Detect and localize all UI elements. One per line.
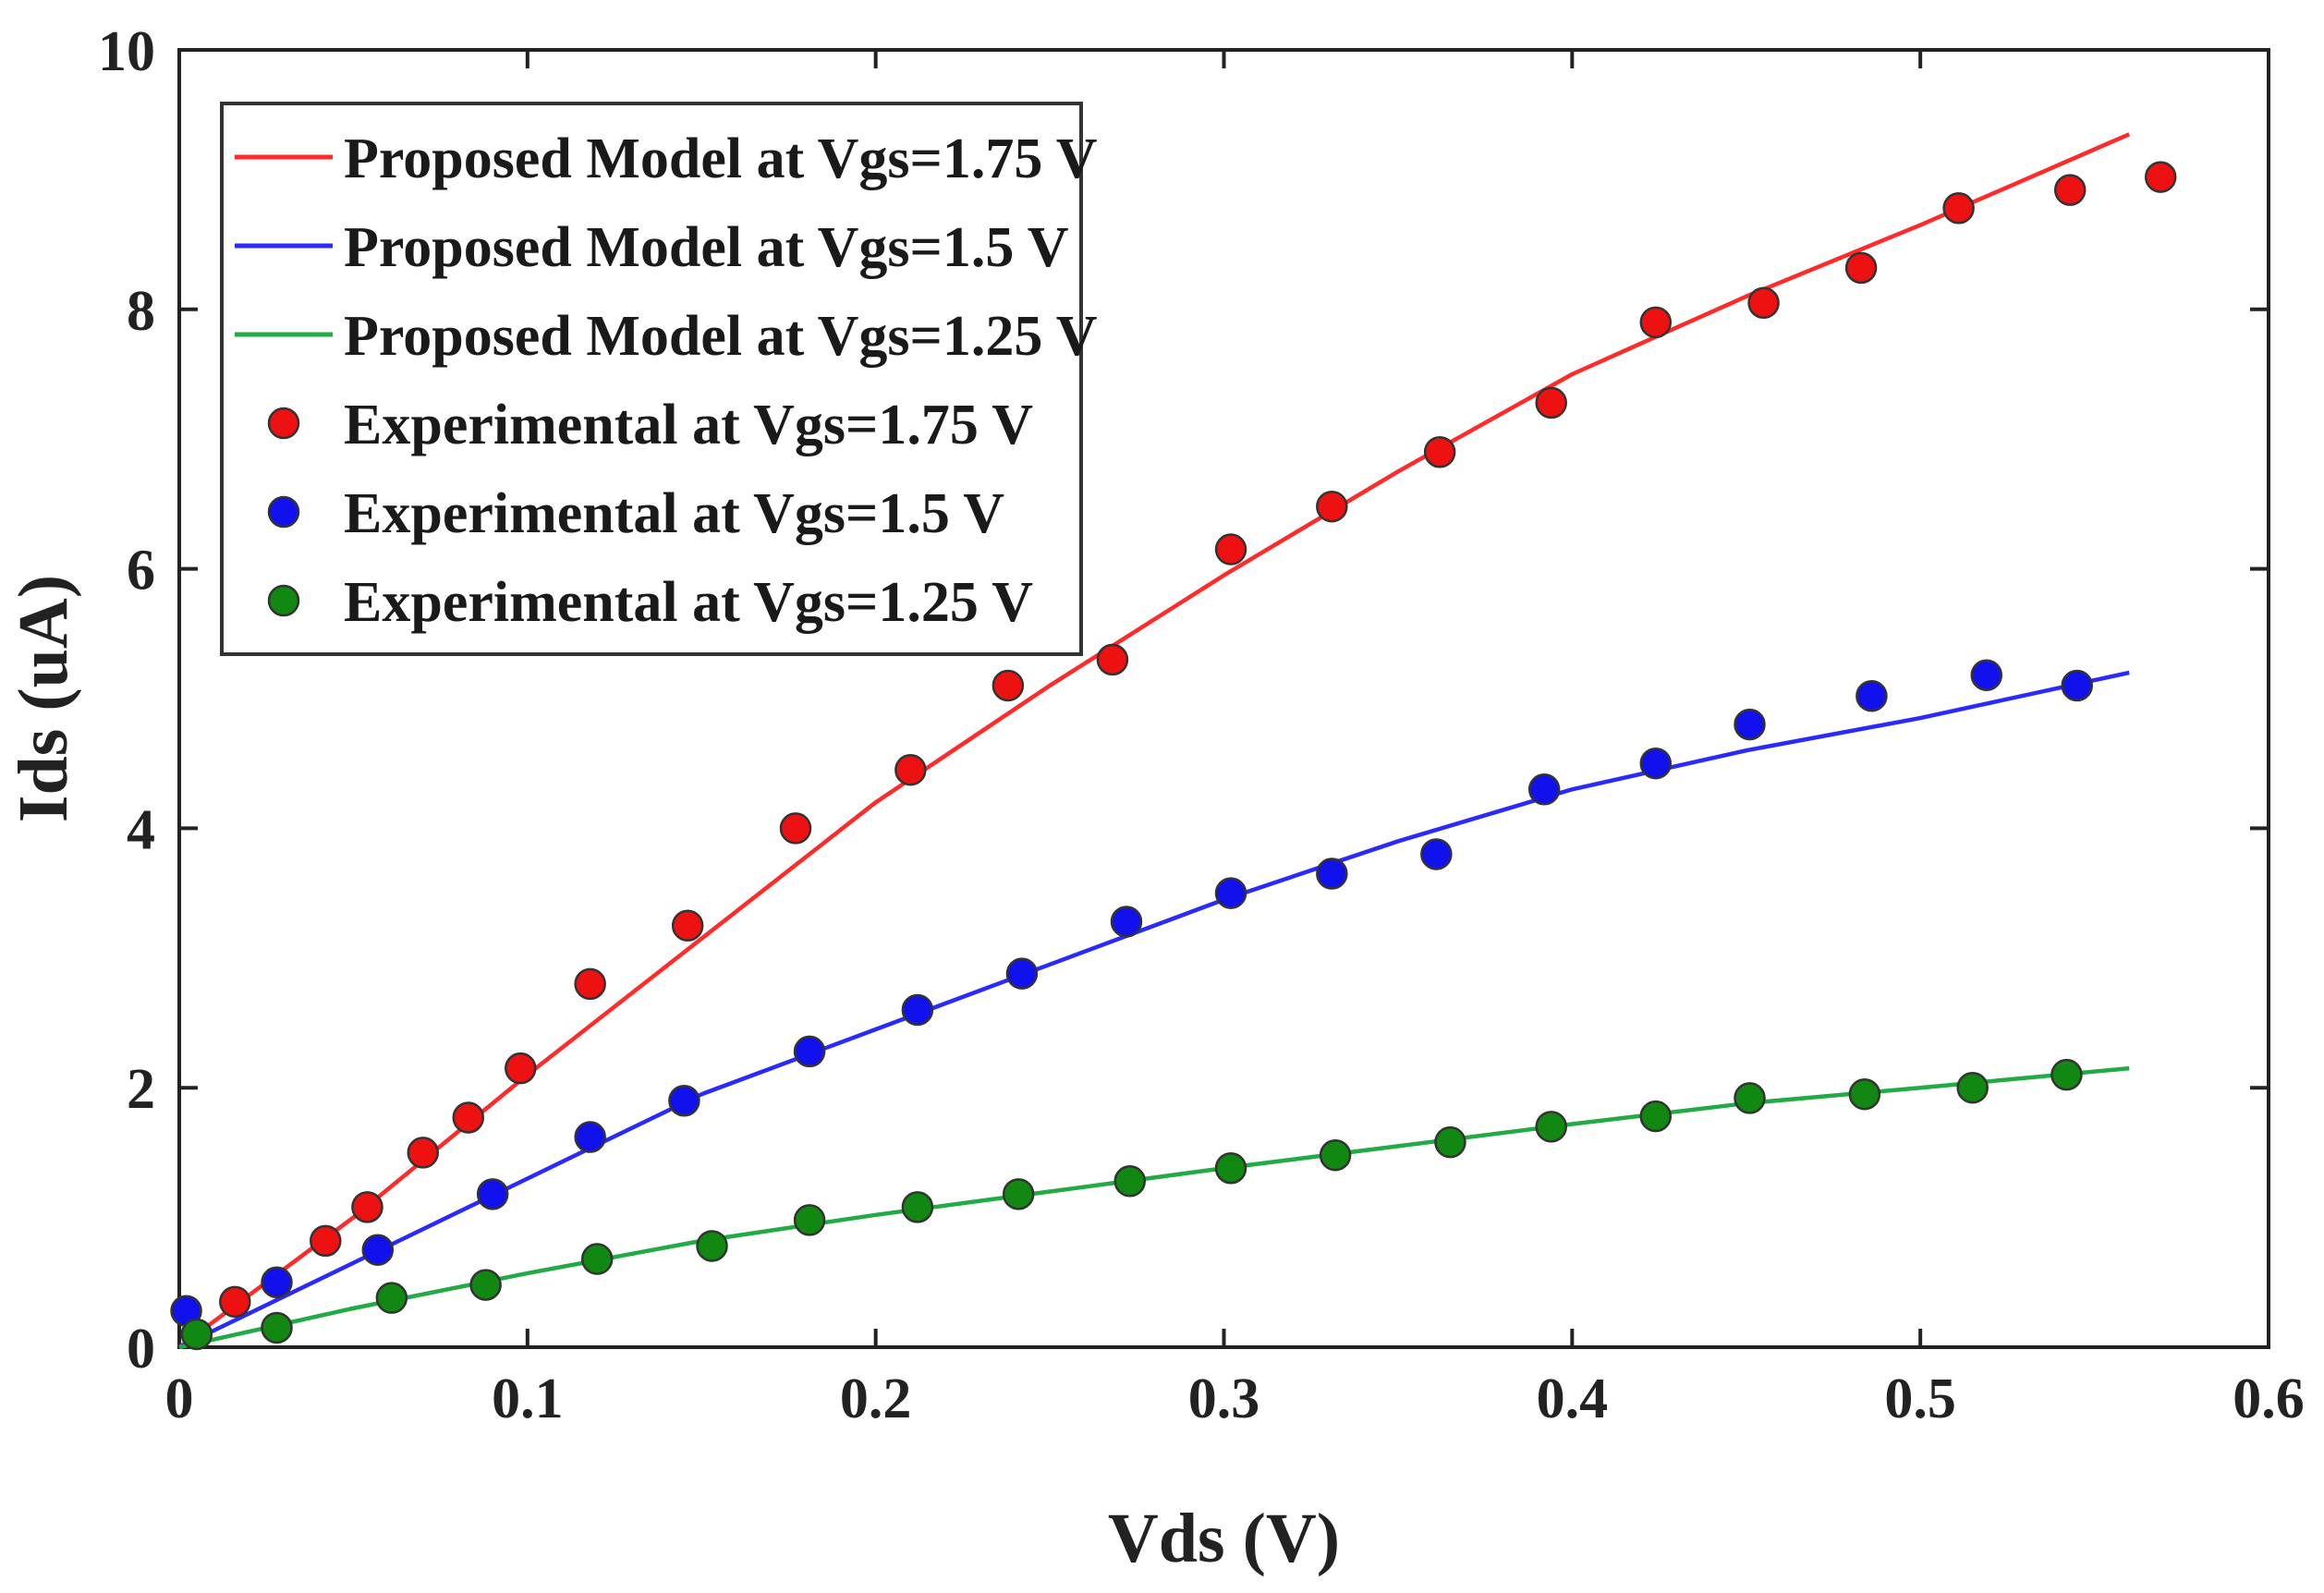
data-point: [1734, 708, 1766, 741]
data-point: [1970, 659, 2003, 691]
y-tick-label: 0: [127, 1318, 155, 1380]
x-tick-label: 0.4: [1537, 1368, 1609, 1430]
y-tick-label: 2: [127, 1058, 155, 1121]
data-point: [793, 1204, 826, 1236]
data-point: [580, 1243, 614, 1275]
data-point: [894, 753, 927, 786]
data-point: [1639, 1100, 1673, 1133]
data-point: [574, 967, 606, 1001]
data-point: [671, 909, 704, 942]
data-point: [793, 1035, 826, 1068]
data-point: [469, 1269, 502, 1301]
data-point: [1420, 838, 1453, 870]
data-point: [668, 1084, 700, 1117]
legend-marker-swatch: [267, 495, 300, 529]
legend: Proposed Model at Vgs=1.75 V Proposed Mod…: [220, 102, 1098, 656]
data-point: [361, 1234, 395, 1266]
data-point: [351, 1191, 383, 1223]
data-point: [901, 993, 934, 1027]
data-point: [310, 1224, 342, 1258]
data-point: [1639, 306, 1673, 339]
legend-entry-label: Proposed Model at Vgs=1.75 V: [344, 128, 1098, 190]
legend-marker-swatch: [267, 584, 300, 617]
data-point: [1319, 1138, 1352, 1172]
data-point: [696, 1230, 728, 1262]
data-point: [2144, 161, 2177, 193]
data-point: [1848, 1077, 1881, 1111]
data-point: [1747, 286, 1780, 320]
data-point: [1535, 386, 1567, 420]
series-line: [177, 132, 2131, 1349]
data-point: [1956, 1071, 1989, 1104]
y-axis-ticks: 0 2 4 6 8 10: [98, 20, 2269, 1380]
data-point: [219, 1285, 251, 1319]
data-point: [261, 1311, 293, 1344]
data-point: [1639, 747, 1673, 780]
x-tick-label: 0.1: [492, 1368, 564, 1430]
x-tick-label: 0.5: [1884, 1368, 1956, 1430]
legend-entry-label: Experimental at Vgs=1.5 V: [344, 482, 1004, 545]
data-point: [2053, 174, 2087, 206]
data-point: [1113, 1165, 1147, 1198]
legend-entry-label: Proposed Model at Vgs=1.25 V: [344, 305, 1098, 368]
x-tick-label: 0.3: [1188, 1368, 1260, 1430]
data-point: [1856, 679, 1888, 712]
data-point: [375, 1282, 408, 1314]
legend-box: [220, 102, 1083, 656]
data-point: [1527, 773, 1561, 806]
legend-entry-label: Experimental at Vgs=1.25 V: [344, 571, 1033, 634]
data-point: [2061, 669, 2093, 702]
y-tick-label: 10: [98, 20, 155, 83]
data-point: [1942, 192, 1975, 225]
data-point: [1423, 435, 1456, 468]
x-tick-label: 0: [165, 1368, 194, 1430]
legend-entry-label: Proposed Model at Vgs=1.5 V: [344, 216, 1069, 279]
data-point: [1316, 490, 1348, 523]
x-axis-ticks: 0 0.1 0.2 0.3 0.4 0.5 0.6: [165, 50, 2305, 1430]
data-point: [1734, 1082, 1766, 1114]
y-tick-label: 6: [127, 540, 155, 602]
data-point: [1214, 877, 1247, 909]
data-point: [1214, 1151, 1247, 1185]
data-point: [574, 1121, 606, 1153]
data-point: [1096, 643, 1129, 676]
data-point: [261, 1266, 293, 1299]
data-point: [1110, 906, 1143, 938]
data-point: [901, 1191, 934, 1223]
data-point: [779, 812, 812, 845]
data-point: [1434, 1125, 1466, 1159]
y-axis-label: Ids (uA): [5, 575, 82, 822]
data-point: [1316, 857, 1348, 890]
y-tick-label: 8: [127, 280, 155, 343]
x-axis-label: Vds (V): [1108, 1500, 1340, 1577]
y-tick-label: 4: [127, 798, 155, 861]
data-point: [476, 1178, 509, 1210]
data-point: [1005, 957, 1039, 990]
series-layer: [170, 132, 2177, 1351]
data-point: [407, 1137, 440, 1169]
data-point: [1535, 1111, 1567, 1143]
data-point: [505, 1052, 537, 1085]
data-point: [2050, 1058, 2083, 1091]
data-point: [1844, 251, 1878, 285]
x-tick-label: 0.2: [840, 1368, 912, 1430]
data-point: [180, 1318, 213, 1351]
x-tick-label: 0.6: [2233, 1368, 2305, 1430]
data-point: [1214, 533, 1247, 565]
data-point: [992, 669, 1025, 702]
legend-marker-swatch: [267, 407, 300, 440]
legend-entry-label: Experimental at Vgs=1.75 V: [344, 394, 1033, 456]
data-point: [1002, 1178, 1035, 1210]
data-point: [452, 1101, 485, 1134]
